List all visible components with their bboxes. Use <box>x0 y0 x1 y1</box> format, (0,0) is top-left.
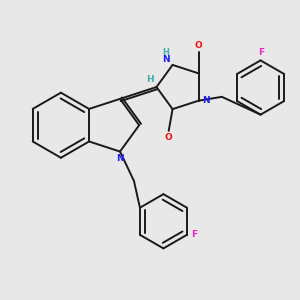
Text: N: N <box>162 55 170 64</box>
Text: O: O <box>165 133 172 142</box>
Text: F: F <box>192 230 198 238</box>
Text: N: N <box>202 96 209 105</box>
Text: O: O <box>195 41 203 50</box>
Text: H: H <box>146 75 154 84</box>
Text: F: F <box>258 48 264 57</box>
Text: H: H <box>162 48 169 57</box>
Text: N: N <box>116 154 124 163</box>
